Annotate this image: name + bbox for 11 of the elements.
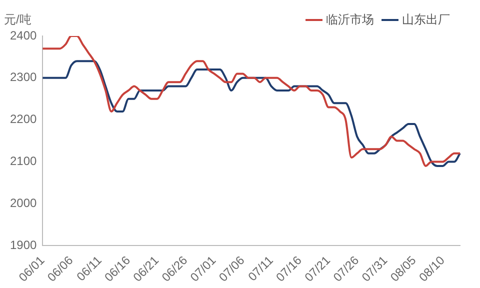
y-tick-label: 1900 [10, 238, 38, 252]
y-tick-label: 2200 [10, 112, 38, 126]
y-tick-label: 2300 [10, 70, 38, 84]
line-series [42, 36, 461, 167]
line-series [42, 60, 461, 167]
y-tick-label: 2000 [10, 196, 38, 210]
y-axis-title: 元/吨 [4, 12, 32, 26]
y-tick-label: 2100 [10, 154, 38, 168]
y-tick-label: 2400 [10, 28, 38, 42]
legend-label: 临沂市场 [326, 12, 374, 26]
legend-label: 山东出厂 [402, 12, 450, 26]
